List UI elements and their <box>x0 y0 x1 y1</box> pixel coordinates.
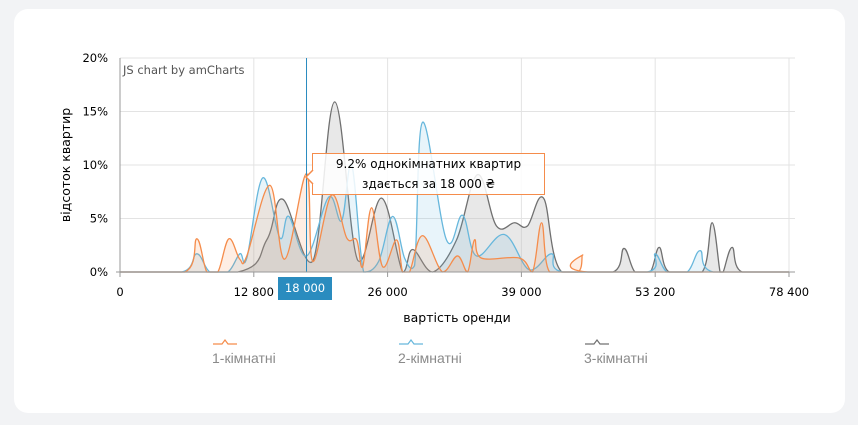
legend-label: 2-кімнатні <box>398 350 462 366</box>
tooltip-line-1: 9.2% однокімнатних квартир <box>335 157 522 171</box>
series-1-line <box>120 172 789 273</box>
x-tick-label: 0 <box>116 285 123 299</box>
y-tick-label: 20% <box>82 51 108 65</box>
x-tick-label: 12 800 <box>234 285 274 299</box>
y-tick-label: 15% <box>82 105 108 119</box>
y-axis-title: відсоток квартир <box>58 108 73 222</box>
legend-label: 3-кімнатні <box>584 350 648 366</box>
series-2-line <box>120 121 789 273</box>
legend-marker-icon <box>585 339 609 345</box>
series-2-area <box>120 122 789 272</box>
y-tick-label: 0% <box>90 265 108 279</box>
y-tick-label: 5% <box>90 212 108 226</box>
tooltip-line-2: здається за 18 000 ₴ <box>362 177 495 191</box>
series-3-area <box>120 101 789 272</box>
legend-marker-icon <box>399 339 423 345</box>
amcharts-credit-link[interactable]: JS chart by amCharts <box>123 63 245 77</box>
x-tick-label: 26 000 <box>367 285 407 299</box>
legend-item-1[interactable]: 1-кімнатні <box>212 336 276 366</box>
x-tick-label: 39 000 <box>501 285 541 299</box>
chart-tooltip: 9.2% однокімнатних квартир здається за 1… <box>312 153 545 195</box>
legend-item-3[interactable]: 3-кімнатні <box>584 336 648 366</box>
y-tick-label: 10% <box>82 158 108 172</box>
x-axis-title: вартість оренди <box>403 310 510 325</box>
legend-label: 1-кімнатні <box>212 350 276 366</box>
cursor-x-label: 18 000 <box>278 277 332 300</box>
chart-card <box>14 9 845 413</box>
legend-item-2[interactable]: 2-кімнатні <box>398 336 462 366</box>
x-tick-label: 53 200 <box>635 285 675 299</box>
legend-marker-icon <box>213 339 237 345</box>
x-tick-label: 78 400 <box>769 285 809 299</box>
